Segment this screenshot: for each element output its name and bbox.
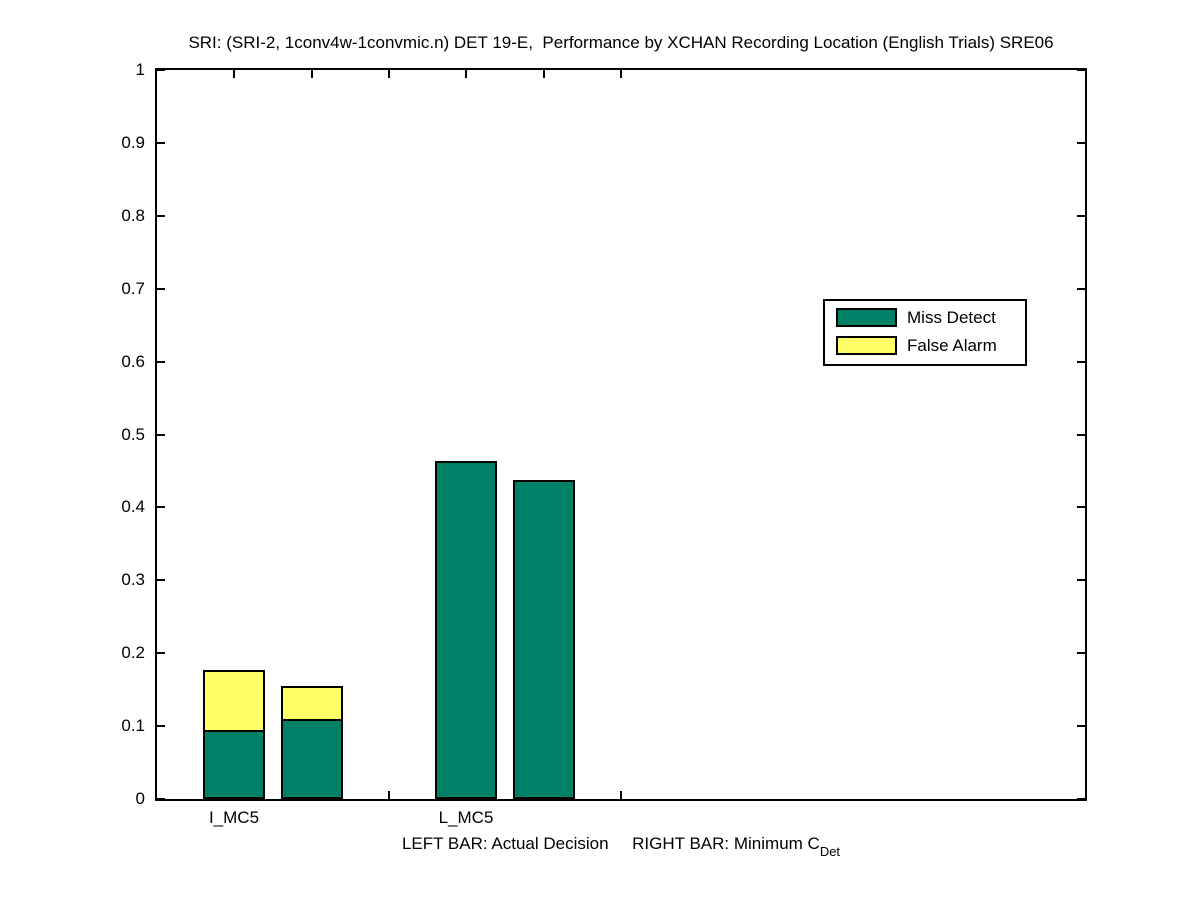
- x-axis-tick-top: [465, 70, 467, 78]
- x-axis-tick-bottom: [620, 791, 622, 799]
- x-axis-annotation-subscript: Det: [819, 844, 841, 859]
- x-axis-tick-top: [543, 70, 545, 78]
- x-axis-annotation-main: LEFT BAR: Actual Decision RIGHT BAR: Min…: [401, 834, 820, 853]
- y-axis-tick-right: [1077, 798, 1085, 800]
- y-axis-tick-left: [157, 69, 165, 71]
- x-category-label-i-mc5: I_MC5: [208, 808, 260, 827]
- y-axis-tick-right: [1077, 69, 1085, 71]
- y-axis-tick-label: 0.8: [121, 206, 145, 225]
- y-axis-tick-right: [1077, 506, 1085, 508]
- y-axis-tick-left: [157, 652, 165, 654]
- y-axis-tick-right: [1077, 579, 1085, 581]
- legend-swatch-miss-detect: [836, 308, 897, 327]
- y-axis-tick-label: 1: [135, 60, 145, 79]
- bar-segment-miss-detect: [513, 480, 575, 799]
- y-axis-tick-right: [1077, 215, 1085, 217]
- x-category-label-l-mc5: L_MC5: [438, 808, 494, 827]
- y-axis-tick-left: [157, 288, 165, 290]
- x-axis-tick-top: [233, 70, 235, 78]
- y-axis-tick-left: [157, 798, 165, 800]
- bar-segment-false-alarm: [281, 686, 343, 721]
- bar-segment-false-alarm: [203, 670, 265, 732]
- legend-label-false-alarm: False Alarm: [907, 336, 997, 355]
- x-axis-tick-bottom: [388, 791, 390, 799]
- bar-segment-miss-detect: [281, 719, 343, 799]
- y-axis-tick-left: [157, 361, 165, 363]
- plot-area: Miss Detect False Alarm: [155, 68, 1087, 801]
- legend: Miss Detect False Alarm: [823, 299, 1027, 366]
- y-axis-tick-left: [157, 579, 165, 581]
- y-axis-tick-label: 0.3: [121, 570, 145, 589]
- y-axis-tick-right: [1077, 652, 1085, 654]
- y-axis-tick-left: [157, 506, 165, 508]
- y-axis-tick-left: [157, 434, 165, 436]
- y-axis-tick-right: [1077, 361, 1085, 363]
- legend-swatch-false-alarm: [836, 336, 897, 355]
- y-axis-tick-label: 0.7: [121, 279, 145, 298]
- plot-canvas: [157, 69, 1085, 800]
- y-axis-tick-right: [1077, 725, 1085, 727]
- x-axis-annotation: LEFT BAR: Actual Decision RIGHT BAR: Min…: [155, 834, 1087, 859]
- y-axis-tick-label: 0: [135, 789, 145, 808]
- y-axis-tick-label: 0.5: [121, 425, 145, 444]
- x-axis-tick-top: [311, 70, 313, 78]
- bar-segment-miss-detect: [435, 461, 497, 799]
- y-axis-tick-label: 0.9: [121, 133, 145, 152]
- bar-segment-miss-detect: [203, 730, 265, 799]
- y-axis-tick-right: [1077, 142, 1085, 144]
- y-axis-tick-label: 0.2: [121, 643, 145, 662]
- x-axis-tick-top: [620, 70, 622, 78]
- y-axis-tick-left: [157, 215, 165, 217]
- y-axis-tick-label: 0.1: [121, 716, 145, 735]
- y-axis-tick-right: [1077, 434, 1085, 436]
- y-axis-tick-label: 0.4: [121, 497, 145, 516]
- y-axis-tick-left: [157, 725, 165, 727]
- y-axis-tick-left: [157, 142, 165, 144]
- y-axis-tick-right: [1077, 288, 1085, 290]
- x-axis-tick-top: [388, 70, 390, 78]
- chart-title: SRI: (SRI-2, 1conv4w-1convmic.n) DET 19-…: [188, 33, 1054, 52]
- y-axis-tick-label: 0.6: [121, 352, 145, 371]
- legend-label-miss-detect: Miss Detect: [907, 308, 996, 327]
